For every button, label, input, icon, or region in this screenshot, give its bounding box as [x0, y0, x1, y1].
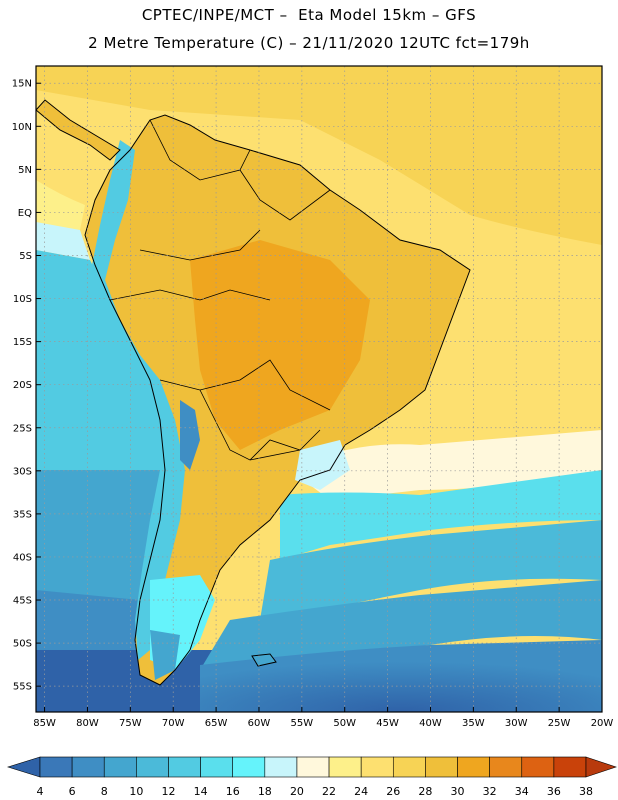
colorbar-label: 34: [515, 785, 529, 798]
colorbar-label: 16: [226, 785, 240, 798]
map-title-line-1: CPTEC/INPE/MCT – Eta Model 15km – GFS: [141, 6, 477, 24]
colorbar-segment: [328, 756, 362, 778]
colorbar-segment: [457, 756, 490, 778]
lon-label: 30W: [505, 718, 528, 729]
lon-label: 50W: [333, 718, 356, 729]
lon-label: 40W: [419, 718, 442, 729]
lat-label: 45S: [13, 596, 32, 607]
colorbar-segment: [264, 756, 298, 778]
lat-label: 50S: [13, 639, 32, 650]
colorbar-label: 10: [129, 785, 143, 798]
map-field: [36, 66, 602, 712]
lon-label: 25W: [548, 718, 571, 729]
lon-label: 55W: [291, 718, 314, 729]
colorbar-segment: [39, 756, 73, 778]
colorbar-label: 22: [322, 785, 336, 798]
lon-label: 20W: [591, 718, 614, 729]
lon-label: 65W: [205, 718, 228, 729]
colorbar-label: 36: [547, 785, 561, 798]
colorbar-label: 24: [354, 785, 368, 798]
colorbar-label: 8: [101, 785, 108, 798]
colorbar-segment: [136, 756, 169, 778]
colorbar-segment: [360, 756, 394, 778]
colorbar-segment: [553, 756, 587, 778]
lat-label: 30S: [13, 466, 32, 477]
lat-label: 5N: [18, 165, 32, 176]
colorbar-label: 20: [290, 785, 304, 798]
lat-label: 55S: [13, 682, 32, 693]
country-borders: [109, 119, 331, 461]
lat-label: 5S: [19, 251, 32, 262]
colorbar-label: 18: [258, 785, 272, 798]
colorbar: 4 6 8 10 12 14 16 18 20 22 24 26 28 30 32 34 36 38: [6, 756, 617, 798]
latitude-labels: 15N 10N 5N EQ 5S 10S 15S 20S 25S 30S 35S 40S 45S 50S 5…: [12, 79, 32, 693]
colorbar-segment: [168, 756, 201, 778]
lon-label: 35W: [462, 718, 485, 729]
colorbar-segment: [392, 756, 426, 778]
colorbar-label: 38: [579, 785, 593, 798]
lat-label: 20S: [13, 380, 32, 391]
colorbar-label: 4: [37, 785, 44, 798]
lat-label: 10S: [13, 294, 32, 305]
lon-label: 75W: [119, 718, 142, 729]
lat-lon-grid: [36, 66, 603, 712]
colorbar-segment: [296, 756, 330, 778]
colorbar-segment: [232, 756, 266, 778]
colorbar-label: 6: [69, 785, 76, 798]
colorbar-label: 12: [161, 785, 175, 798]
colorbar-segment: [521, 756, 555, 778]
colorbar-label: 26: [386, 785, 400, 798]
lon-label: 70W: [162, 718, 185, 729]
colorbar-label: 32: [483, 785, 497, 798]
lat-label: 35S: [13, 509, 32, 520]
colorbar-segment: [200, 756, 234, 778]
colorbar-label: 30: [451, 785, 465, 798]
colorbar-segment: [425, 756, 458, 778]
colorbar-segment: [103, 756, 137, 778]
lat-label: 40S: [13, 552, 32, 563]
colorbar-max-arrow: [585, 756, 617, 778]
lon-label: 85W: [33, 718, 56, 729]
colorbar-segment: [71, 756, 105, 778]
colorbar-label: 28: [418, 785, 432, 798]
map-frame: [35, 65, 603, 713]
lat-label: EQ: [18, 208, 32, 219]
colorbar-segment: [489, 756, 523, 778]
lat-label: 10N: [12, 122, 32, 133]
longitude-labels: 85W 80W 75W 70W 65W 60W 55W 50W 45W 40W 35W 30W 25W 2…: [33, 718, 613, 729]
lon-label: 60W: [248, 718, 271, 729]
colorbar-label: 14: [194, 785, 208, 798]
lat-label: 25S: [13, 423, 32, 434]
lat-label: 15S: [13, 337, 32, 348]
lon-label: 80W: [76, 718, 99, 729]
map-title-line-2: 2 Metre Temperature (C) – 21/11/2020 12U…: [88, 34, 530, 52]
lon-label: 45W: [376, 718, 399, 729]
lat-label: 15N: [12, 79, 32, 90]
colorbar-min-arrow: [6, 756, 41, 778]
